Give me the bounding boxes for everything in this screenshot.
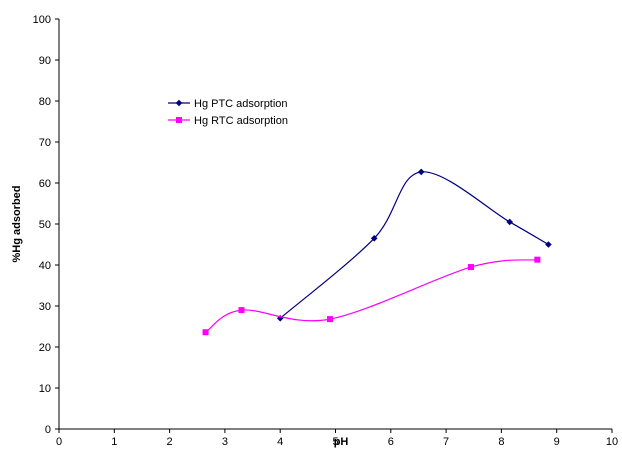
legend-marker xyxy=(175,99,183,107)
y-tick-label: 90 xyxy=(39,55,51,67)
x-tick-label: 9 xyxy=(554,436,560,448)
data-point xyxy=(326,316,333,323)
y-tick-label: 20 xyxy=(39,342,51,354)
y-tick-label: 100 xyxy=(33,14,51,26)
data-point xyxy=(467,264,474,271)
legend-label: Hg RTC adsorption xyxy=(194,115,288,127)
x-axis-title: pH xyxy=(334,436,349,448)
y-tick-label: 10 xyxy=(39,383,51,395)
y-axis-ticks: 0 10 20 30 40 50 60 70 80 90 100 xyxy=(33,14,59,436)
y-tick-label: 30 xyxy=(39,301,51,313)
y-tick-label: 70 xyxy=(39,137,51,149)
x-tick-label: 7 xyxy=(443,436,449,448)
x-tick-label: 8 xyxy=(498,436,504,448)
legend: Hg PTC adsorption Hg RTC adsorption xyxy=(168,98,288,127)
legend-label: Hg PTC adsorption xyxy=(194,98,288,110)
data-point xyxy=(534,256,541,263)
y-tick-label: 40 xyxy=(39,260,51,272)
x-tick-label: 6 xyxy=(388,436,394,448)
series-line-2 xyxy=(205,259,538,333)
series-line-1 xyxy=(279,171,549,319)
x-axis-ticks: 0 1 2 3 4 5 6 7 8 9 10 xyxy=(56,429,618,448)
x-tick-label: 0 xyxy=(56,436,62,448)
x-tick-label: 1 xyxy=(111,436,117,448)
legend-marker xyxy=(176,117,182,123)
data-point xyxy=(506,218,513,226)
series-layer xyxy=(202,168,552,336)
y-axis-title: %Hg adsorbed xyxy=(11,185,23,262)
x-tick-label: 4 xyxy=(277,436,283,448)
x-tick-label: 3 xyxy=(222,436,228,448)
data-point xyxy=(545,241,552,248)
data-point xyxy=(370,235,378,242)
data-point xyxy=(202,329,209,336)
data-point xyxy=(238,307,245,314)
x-tick-label: 10 xyxy=(606,436,618,448)
y-tick-label: 0 xyxy=(45,424,51,436)
y-tick-label: 50 xyxy=(39,219,51,231)
x-tick-label: 2 xyxy=(167,436,173,448)
x-tick-label: 5 xyxy=(332,436,338,448)
data-point xyxy=(417,168,425,176)
y-tick-label: 80 xyxy=(39,96,51,108)
y-tick-label: 60 xyxy=(39,178,51,190)
